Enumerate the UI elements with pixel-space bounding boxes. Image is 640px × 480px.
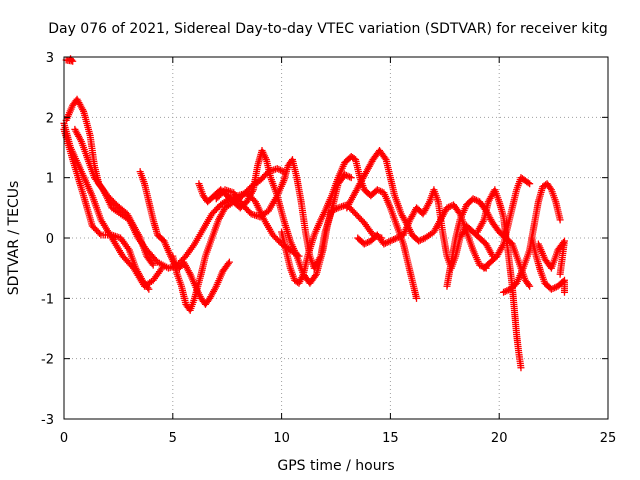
data-point — [472, 196, 480, 204]
data-point — [413, 294, 421, 302]
y-tick-label: -3 — [41, 413, 54, 428]
data-point — [144, 284, 152, 292]
data-point — [551, 284, 559, 292]
data-point — [311, 272, 319, 280]
x-axis-label: GPS time / hours — [277, 458, 394, 474]
data-point — [556, 270, 564, 278]
y-tick-labels: -3 -2 -1 0 1 2 3 — [41, 51, 54, 428]
data-point — [525, 281, 533, 289]
data-point — [388, 236, 396, 244]
data-point — [67, 55, 75, 63]
y-tick-label: 1 — [46, 172, 54, 187]
data-point — [380, 240, 388, 248]
data-point — [395, 233, 403, 241]
data-point — [526, 282, 534, 290]
series-track — [278, 153, 421, 302]
data-point — [547, 285, 555, 293]
data-point — [364, 239, 372, 247]
data-point — [344, 172, 352, 180]
series-track — [528, 234, 568, 296]
data-point — [445, 203, 453, 211]
data-point — [360, 240, 368, 248]
data-point — [277, 166, 285, 174]
data-point — [386, 237, 394, 245]
data-point — [416, 236, 424, 244]
axis-ticks — [63, 56, 609, 420]
data-point — [333, 205, 341, 213]
data-point — [391, 235, 399, 243]
data-point — [96, 229, 104, 237]
data-point — [377, 187, 385, 195]
x-tick-label: 25 — [600, 431, 617, 446]
data-point — [328, 207, 336, 215]
x-tick-label: 15 — [382, 431, 399, 446]
data-point — [524, 179, 532, 187]
x-tick-label: 10 — [273, 431, 290, 446]
y-tick-label: -1 — [41, 292, 54, 307]
data-point — [148, 260, 156, 268]
data-point — [471, 196, 479, 204]
y-tick-label: 2 — [46, 111, 54, 126]
series-track — [71, 125, 303, 272]
data-point — [476, 261, 484, 269]
data-point — [382, 239, 390, 247]
y-axis-label: SDTVAR / TECUs — [6, 181, 22, 296]
series-track — [480, 174, 534, 272]
data-point — [145, 285, 153, 293]
data-point — [418, 236, 426, 244]
x-tick-label: 20 — [491, 431, 508, 446]
data-point — [381, 154, 389, 162]
y-tick-label: 3 — [46, 51, 54, 66]
data-point — [560, 288, 568, 296]
data-point — [469, 195, 477, 203]
data-point — [362, 239, 370, 247]
data-point — [396, 232, 404, 240]
series-track — [443, 195, 534, 290]
grid-lines — [64, 57, 608, 419]
data-point — [443, 204, 451, 212]
data-point — [68, 56, 76, 64]
data-point — [517, 364, 525, 372]
data-point — [342, 171, 350, 179]
data-point — [415, 237, 423, 245]
data-point — [526, 180, 534, 188]
y-tick-label: -2 — [41, 353, 54, 368]
data-point — [393, 234, 401, 242]
data-point — [503, 287, 511, 295]
data-point — [501, 288, 509, 296]
data-point — [385, 238, 393, 246]
series-track — [169, 165, 288, 314]
data-point — [225, 258, 233, 266]
series-track — [60, 125, 153, 293]
series-track — [212, 156, 386, 272]
data-point — [390, 236, 398, 244]
data-point — [549, 285, 557, 293]
data-point — [500, 288, 508, 296]
y-tick-label: 0 — [46, 232, 54, 247]
x-tick-label: 5 — [169, 431, 177, 446]
x-tick-labels: 0 5 10 15 20 25 — [60, 431, 616, 446]
chart-title: Day 076 of 2021, Sidereal Day-to-day VTE… — [48, 21, 608, 37]
data-point — [375, 186, 383, 194]
data-point — [331, 205, 339, 213]
data-point — [373, 186, 381, 194]
data-point — [347, 174, 355, 182]
data-point — [556, 216, 564, 224]
data-point — [341, 171, 349, 179]
data-point — [546, 184, 554, 192]
data-point — [149, 261, 157, 269]
data-point — [383, 239, 391, 247]
data-point — [346, 173, 354, 181]
series-track — [62, 55, 77, 65]
series-track — [534, 237, 568, 278]
data-point — [224, 260, 232, 268]
data-point — [273, 165, 281, 173]
x-tick-label: 0 — [60, 431, 68, 446]
data-point — [329, 206, 337, 214]
data-point — [275, 165, 283, 173]
data-series — [60, 55, 568, 372]
